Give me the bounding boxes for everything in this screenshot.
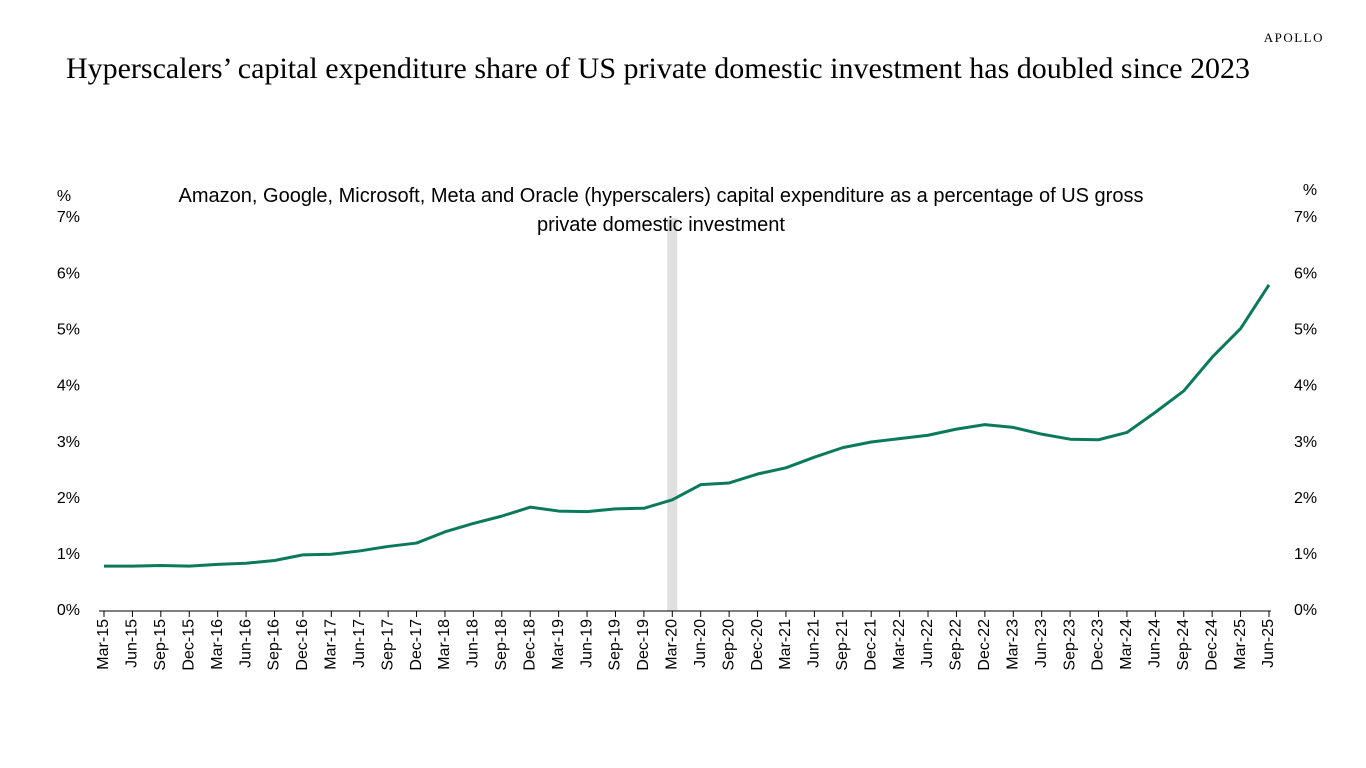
y2-tick-label: 0% [1294, 602, 1317, 619]
x-tick-label: Dec-23 [1090, 619, 1107, 671]
x-tick-label: Mar-17 [323, 619, 340, 670]
x-tick-label: Jun-20 [692, 619, 709, 668]
y2-tick-label: 7% [1294, 209, 1317, 226]
x-tick-label: Dec-20 [749, 619, 766, 671]
y2-tick-label: 5% [1294, 322, 1317, 339]
x-tick-label: Mar-18 [436, 619, 453, 670]
x-tick-label: Mar-16 [209, 619, 226, 670]
y2-tick-label: 1% [1294, 546, 1317, 563]
x-tick-label: Jun-22 [919, 619, 936, 668]
x-tick-label: Dec-15 [180, 619, 197, 671]
x-tick-label: Dec-24 [1203, 619, 1220, 671]
x-tick-label: Mar-25 [1232, 619, 1249, 670]
x-tick-label: Sep-23 [1061, 619, 1078, 671]
x-tick-label: Dec-16 [294, 619, 311, 671]
x-tick-label: Mar-24 [1118, 619, 1135, 670]
x-tick-label: Sep-19 [607, 619, 624, 671]
x-tick-label: Jun-25 [1260, 619, 1277, 668]
x-tick-label: Mar-22 [891, 619, 908, 670]
y-tick-label: 4% [57, 378, 80, 395]
x-tick-label: Sep-24 [1175, 619, 1192, 671]
x-tick-label: Dec-19 [635, 619, 652, 671]
x-tick-label: Sep-18 [493, 619, 510, 671]
y2-axis-label: % [1303, 182, 1317, 199]
x-tick-label: Jun-17 [351, 619, 368, 668]
x-tick-label: Sep-22 [948, 619, 965, 671]
x-tick-label: Jun-18 [465, 619, 482, 668]
x-tick-label: Jun-19 [578, 619, 595, 668]
y-tick-label: 5% [57, 322, 80, 339]
x-tick-label: Mar-19 [550, 619, 567, 670]
x-tick-label: Jun-24 [1147, 619, 1164, 668]
x-tick-label: Jun-15 [124, 619, 141, 668]
x-tick-label: Sep-16 [266, 619, 283, 671]
x-tick-label: Dec-18 [521, 619, 538, 671]
y-tick-label: 2% [57, 490, 80, 507]
x-tick-label: Mar-20 [664, 619, 681, 670]
y-tick-label: 0% [57, 602, 80, 619]
x-tick-label: Mar-23 [1004, 619, 1021, 670]
y2-tick-label: 4% [1294, 378, 1317, 395]
chart-title: Hyperscalers’ capital expenditure share … [65, 52, 1251, 85]
x-tick-label: Sep-15 [152, 619, 169, 671]
x-tick-label: Dec-22 [976, 619, 993, 671]
y2-tick-label: 2% [1294, 490, 1317, 507]
x-tick-label: Sep-17 [379, 619, 396, 671]
y-tick-label: 7% [57, 209, 80, 226]
x-tick-label: Jun-16 [237, 619, 254, 668]
y-axis-label: % [57, 188, 71, 205]
y-tick-label: 3% [57, 434, 80, 451]
x-tick-label: Jun-23 [1033, 619, 1050, 668]
y2-tick-label: 3% [1294, 434, 1317, 451]
brand: APOLLO [1263, 30, 1324, 45]
y2-tick-label: 6% [1294, 265, 1317, 282]
chart-subtitle: Amazon, Google, Microsoft, Meta and Orac… [178, 185, 1144, 236]
x-tick-label: Sep-21 [834, 619, 851, 671]
recession-shade [667, 218, 678, 611]
x-tick-label: Mar-15 [95, 619, 112, 670]
data-line [104, 283, 1271, 568]
y-tick-label: 1% [57, 546, 80, 563]
x-tick-label: Sep-20 [720, 619, 737, 671]
x-tick-label: Jun-21 [806, 619, 823, 668]
y-tick-label: 6% [57, 265, 80, 282]
x-tick-label: Mar-21 [777, 619, 794, 670]
x-tick-label: Dec-17 [408, 619, 425, 671]
x-tick-label: Dec-21 [862, 619, 879, 671]
